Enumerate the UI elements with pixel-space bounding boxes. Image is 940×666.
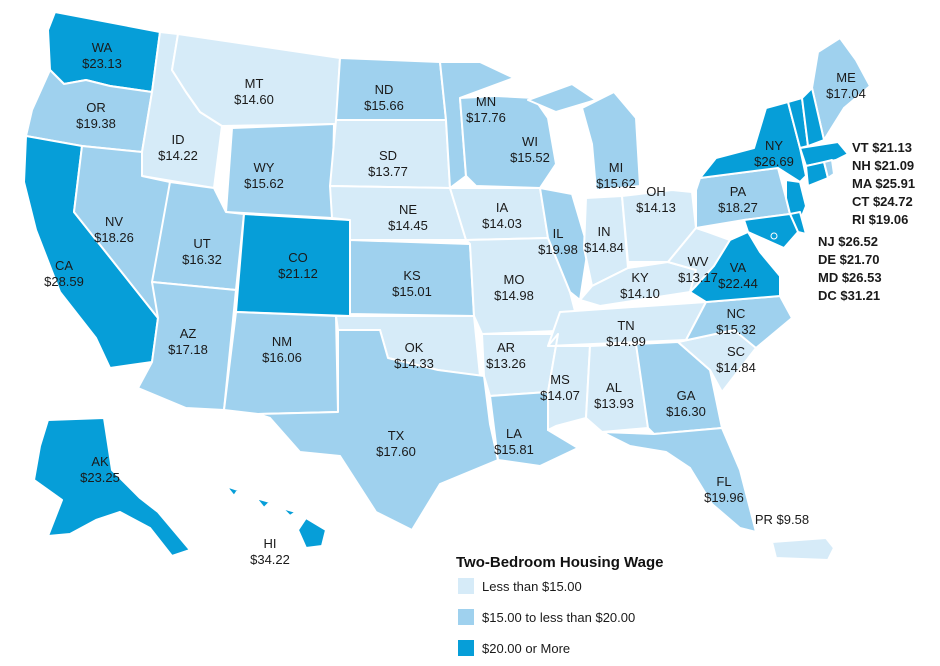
- state-label-ma: MA $25.91: [852, 176, 915, 191]
- state-va: [689, 231, 781, 303]
- state-label-me: ME $17.04: [826, 70, 866, 101]
- state-label-sd: SD $13.77: [368, 148, 408, 179]
- territory-label-pr: PR $9.58: [755, 512, 809, 527]
- state-dc: [770, 232, 778, 240]
- state-label-nd: ND $15.66: [364, 82, 404, 113]
- state-label-mo: MO $14.98: [494, 272, 534, 303]
- state-label-ok: OK $14.33: [394, 340, 434, 371]
- state-ri: [823, 159, 835, 179]
- state-label-ak: AK $23.25: [80, 454, 120, 485]
- state-label-mt: MT $14.60: [234, 76, 274, 107]
- state-label-ny: NY $26.69: [754, 138, 794, 169]
- small-state-labels: VT $21.13 NH $21.09 MA $25.91 CT $24.72 RI $…: [755, 140, 915, 527]
- state-label-in: IN $14.84: [584, 224, 624, 255]
- state-label-nm: NM $16.06: [262, 334, 302, 365]
- state-label-az: AZ $17.18: [168, 326, 208, 357]
- state-label-ms: MS $14.07: [540, 372, 580, 403]
- legend-swatch-mid: [458, 609, 474, 625]
- state-label-wy: WY $15.62: [244, 160, 284, 191]
- state-label-oh: OH $14.13: [636, 184, 676, 215]
- state-label-wv: WV $13.17: [678, 254, 718, 285]
- state-label-nc: NC $15.32: [716, 306, 756, 337]
- state-label-il: IL $19.98: [538, 226, 578, 257]
- state-label-ne: NE $14.45: [388, 202, 428, 233]
- state-label-or: OR $19.38: [76, 100, 116, 131]
- state-label-de: DE $21.70: [818, 252, 879, 267]
- legend-swatch-high: [458, 640, 474, 656]
- state-label-dc: DC $31.21: [818, 288, 880, 303]
- state-label-wa: WA $23.13: [82, 40, 122, 71]
- state-label-ky: KY $14.10: [620, 270, 660, 301]
- state-wy: [225, 123, 335, 219]
- state-mi: [527, 83, 641, 191]
- state-label-hi: HI $34.22: [250, 536, 290, 567]
- state-az: [137, 281, 237, 411]
- state-ma: [799, 141, 849, 167]
- state-label-co: CO $21.12: [278, 250, 318, 281]
- state-label-ar: AR $13.26: [486, 340, 526, 371]
- state-hi: [225, 485, 327, 549]
- state-label-tx: TX $17.60: [376, 428, 416, 459]
- state-label-al: AL $13.93: [594, 380, 634, 411]
- legend: Two-Bedroom Housing Wage Less than $15.0…: [456, 554, 664, 656]
- state-label-wi: WI $15.52: [510, 134, 550, 165]
- state-al: [585, 343, 649, 433]
- state-label-ut: UT $16.32: [182, 236, 222, 267]
- state-nh: [801, 87, 825, 147]
- state-label-nv: NV $18.26: [94, 214, 134, 245]
- state-label-ri: RI $19.06: [852, 212, 908, 227]
- state-ak: [33, 417, 191, 557]
- state-pr: [771, 537, 835, 561]
- state-co: [235, 213, 351, 317]
- state-label-id: ID $14.22: [158, 132, 198, 163]
- state-me: [811, 37, 871, 141]
- legend-title: Two-Bedroom Housing Wage: [456, 554, 664, 571]
- legend-label-low: Less than $15.00: [482, 579, 582, 594]
- legend-label-high: $20.00 or More: [482, 641, 570, 656]
- state-label-sc: SC $14.84: [716, 344, 756, 375]
- state-label-fl: FL $19.96: [704, 474, 744, 505]
- state-md: [743, 213, 799, 249]
- state-fl: [601, 427, 757, 533]
- state-label-pa: PA $18.27: [718, 184, 758, 215]
- state-label-ks: KS $15.01: [392, 268, 432, 299]
- legend-swatch-low: [458, 578, 474, 594]
- state-shapes: [23, 11, 871, 561]
- state-label-tn: TN $14.99: [606, 318, 646, 349]
- legend-label-mid: $15.00 to less than $20.00: [482, 610, 635, 625]
- state-label-va: VA $22.44: [718, 260, 758, 291]
- state-tx: [257, 329, 499, 531]
- state-label-ia: IA $14.03: [482, 200, 522, 231]
- state-label-mi: MI $15.62: [596, 160, 636, 191]
- state-label-mn: MN $17.76: [466, 94, 506, 125]
- state-label-md: MD $26.53: [818, 270, 882, 285]
- state-label-ct: CT $24.72: [852, 194, 913, 209]
- state-label-nj: NJ $26.52: [818, 234, 878, 249]
- state-labels: WA $23.13 OR $19.38 CA $28.59 ID $14.22 NV $18.26…: [44, 40, 866, 567]
- state-label-ga: GA $16.30: [666, 388, 706, 419]
- state-label-vt: VT $21.13: [852, 140, 912, 155]
- state-label-ca: CA $28.59: [44, 258, 84, 289]
- state-label-nh: NH $21.09: [852, 158, 914, 173]
- state-label-la: LA $15.81: [494, 426, 534, 457]
